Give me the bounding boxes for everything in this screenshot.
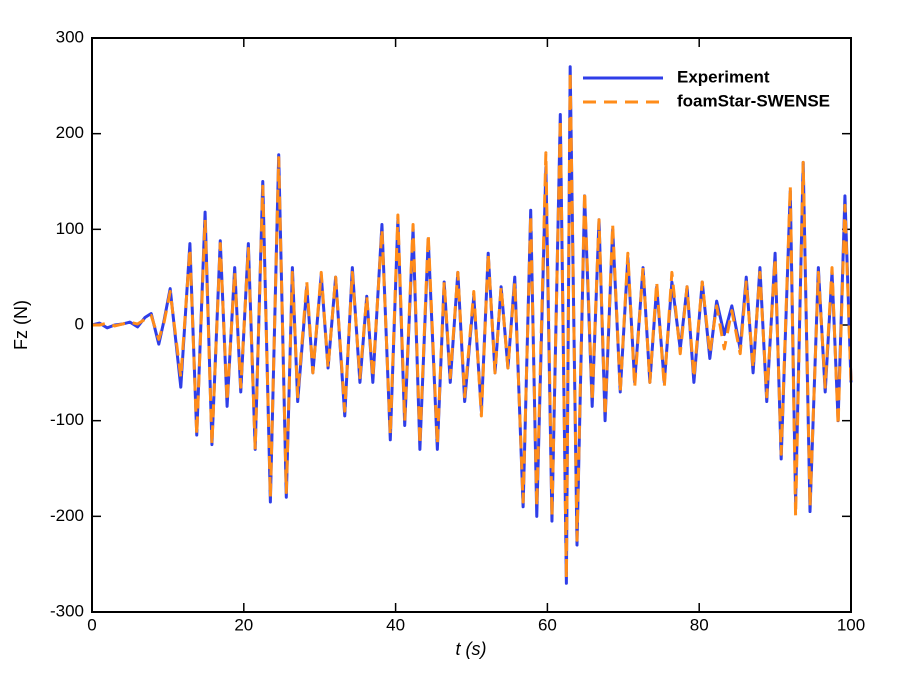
legend-text: Experiment <box>677 67 770 86</box>
x-tick-label: 100 <box>837 615 865 634</box>
x-axis-label: t (s) <box>456 639 487 659</box>
y-tick-label: 200 <box>56 123 84 142</box>
y-tick-label: -300 <box>50 601 84 620</box>
y-axis-label: Fz (N) <box>11 300 31 350</box>
plot-frame <box>91 37 852 613</box>
x-tick-label: 80 <box>690 615 709 634</box>
y-tick-label: 0 <box>75 314 84 333</box>
x-tick-label: 20 <box>234 615 253 634</box>
legend-text: foamStar-SWENSE <box>677 91 830 110</box>
y-tick-label: 100 <box>56 219 84 238</box>
y-tick-label: 300 <box>56 27 84 46</box>
y-tick-label: -200 <box>50 506 84 525</box>
data-line <box>92 69 853 581</box>
y-tick-label: -100 <box>50 410 84 429</box>
x-tick-label: 0 <box>87 615 96 634</box>
x-tick-label: 60 <box>538 615 557 634</box>
x-tick-label: 40 <box>386 615 405 634</box>
